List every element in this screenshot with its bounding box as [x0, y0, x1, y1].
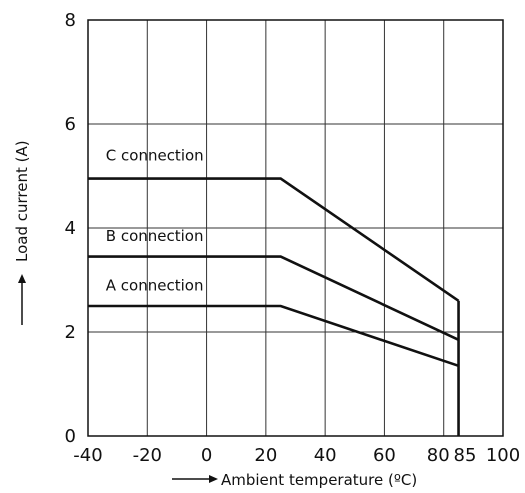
- series-lines: C connection B connection A connection: [88, 146, 460, 436]
- x-axis-label: Ambient temperature (ºC): [221, 471, 417, 489]
- series-label-a-connection: A connection: [106, 276, 204, 294]
- x-tick-label: 100: [486, 445, 520, 466]
- y-tick-label: 4: [65, 218, 76, 239]
- x-tick-label: 20: [254, 445, 277, 466]
- series-line-c-connection: [88, 177, 460, 302]
- y-tick-label: 8: [65, 10, 76, 31]
- x-tick-label: 85: [454, 445, 477, 466]
- y-axis-ticks: 0 2 4 6 8: [65, 10, 76, 447]
- grid: [88, 20, 503, 436]
- y-tick-label: 0: [65, 426, 76, 447]
- x-tick-label: 60: [373, 445, 396, 466]
- y-axis-label: Load current (A): [13, 140, 31, 262]
- series-label-c-connection: C connection: [106, 146, 204, 164]
- x-axis-arrowhead: [209, 475, 218, 483]
- series-line-b-connection: [88, 255, 460, 341]
- x-tick-label: 80: [427, 445, 450, 466]
- series-line-a-connection: [88, 304, 459, 368]
- x-tick-label: 40: [314, 445, 337, 466]
- x-tick-label: 0: [201, 445, 212, 466]
- x-axis-ticks: -40 -20 0 20 40 60 80 85 100: [73, 445, 520, 466]
- series-label-b-connection: B connection: [106, 227, 204, 245]
- y-tick-label: 6: [65, 114, 76, 135]
- y-axis-arrowhead: [18, 274, 26, 283]
- x-tick-label: -40: [73, 445, 102, 466]
- y-tick-label: 2: [65, 322, 76, 343]
- x-tick-label: -20: [133, 445, 162, 466]
- plot-frame: [87, 19, 504, 437]
